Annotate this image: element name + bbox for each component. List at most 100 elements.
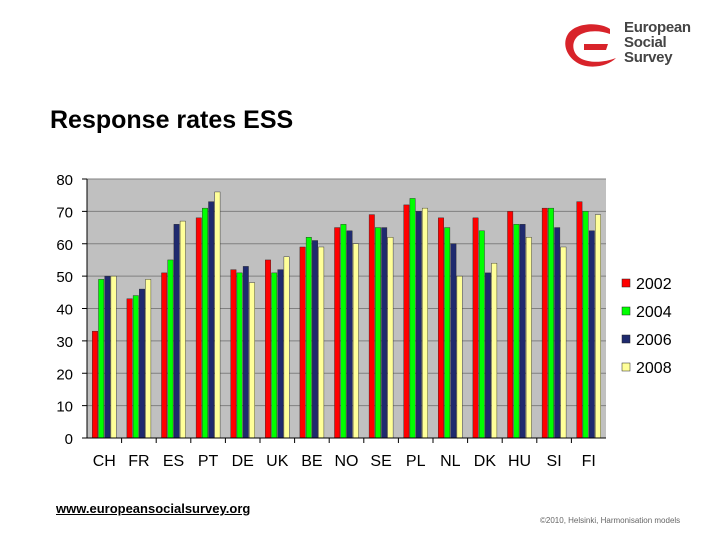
bar	[104, 275, 111, 439]
x-tick-label: FR	[128, 453, 149, 470]
footer-note: ©2010, Helsinki, Harmonisation models	[540, 516, 681, 525]
bar	[381, 227, 388, 439]
ess-logo-mark-icon	[565, 24, 616, 67]
bar	[438, 217, 444, 439]
bar	[525, 237, 532, 439]
x-tick-label: PL	[406, 453, 426, 470]
bar	[582, 211, 589, 439]
bar	[588, 230, 595, 439]
bar	[265, 259, 271, 439]
bar	[195, 217, 202, 439]
bar	[299, 246, 306, 439]
website-link[interactable]: www.europeansocialsurvey.org	[56, 501, 251, 516]
bar	[139, 288, 145, 439]
bar	[375, 227, 381, 439]
logo-line-2: Social	[624, 34, 667, 51]
legend-swatch	[621, 278, 631, 288]
logo-line-3: Survey	[624, 49, 673, 66]
x-tick-label: DE	[232, 453, 254, 470]
bar	[161, 272, 168, 439]
bar	[415, 211, 422, 439]
bar	[305, 237, 312, 439]
response-rates-chart: 0 10 20 30 40 50 60 70 80 CH FR ES PT DE UK BE NO SE PL NL D…	[56, 172, 672, 470]
bar	[478, 230, 485, 439]
x-tick-label: SE	[370, 453, 391, 470]
bar	[491, 262, 498, 439]
bar	[98, 279, 105, 439]
y-tick-label: 60	[56, 237, 73, 254]
bar	[450, 243, 457, 439]
bar	[554, 227, 561, 439]
y-tick-label: 20	[56, 366, 73, 383]
bar	[560, 246, 567, 439]
bar	[145, 279, 152, 439]
x-tick-label: FI	[582, 453, 596, 470]
bar	[126, 298, 133, 439]
bar	[368, 214, 375, 439]
x-tick-label: NL	[440, 453, 461, 470]
bar	[595, 214, 601, 439]
bar	[352, 243, 359, 439]
bar	[576, 201, 583, 439]
y-tick-label: 50	[56, 269, 73, 286]
bar	[208, 201, 215, 439]
y-tick-label: 0	[65, 431, 73, 448]
bar	[346, 230, 353, 439]
ess-logo-text: European Social Survey	[624, 20, 691, 65]
bar	[472, 217, 479, 439]
x-tick-label: UK	[266, 453, 289, 470]
bar	[334, 227, 341, 439]
bar	[132, 295, 139, 439]
bar	[318, 246, 325, 439]
x-tick-label: ES	[163, 453, 184, 470]
bar	[236, 272, 243, 439]
bar	[485, 272, 491, 439]
bar	[242, 266, 249, 439]
logo-line-1: European	[624, 19, 691, 36]
legend-swatch	[621, 306, 631, 316]
legend-label: 2008	[636, 360, 672, 377]
bar	[409, 198, 416, 439]
bar	[283, 256, 290, 439]
bar	[167, 259, 174, 439]
bar	[179, 220, 186, 439]
x-tick-label: NO	[335, 453, 359, 470]
page-title: Response rates ESS	[50, 106, 294, 134]
bar	[271, 272, 278, 439]
bar	[214, 191, 221, 439]
x-tick-label: HU	[508, 453, 531, 470]
ess-logo: European Social Survey	[562, 16, 712, 72]
x-tick-label: CH	[93, 453, 116, 470]
bar	[403, 204, 410, 439]
bar	[173, 224, 180, 439]
bar	[541, 207, 548, 439]
bar	[519, 224, 526, 439]
y-tick-label: 40	[56, 302, 73, 319]
x-tick-label: PT	[198, 453, 219, 470]
bar	[277, 269, 284, 439]
legend-label: 2002	[636, 276, 672, 293]
y-tick-label: 30	[56, 334, 73, 351]
bar	[422, 207, 428, 439]
bar	[513, 224, 520, 439]
bar	[312, 240, 318, 439]
x-tick-label: SI	[547, 453, 562, 470]
bar	[456, 275, 463, 439]
legend-label: 2004	[636, 304, 672, 321]
y-tick-label: 10	[56, 399, 73, 416]
legend-label: 2006	[636, 332, 672, 349]
bar	[340, 224, 347, 439]
bar	[387, 237, 394, 439]
bar	[110, 275, 117, 439]
bar	[202, 207, 208, 439]
x-tick-label: DK	[474, 453, 497, 470]
bar	[230, 269, 237, 439]
bar	[249, 282, 255, 439]
bar	[548, 207, 554, 439]
y-tick-label: 70	[56, 204, 73, 221]
x-tick-label: BE	[301, 453, 322, 470]
legend-swatch	[621, 362, 631, 372]
legend-swatch	[621, 334, 631, 344]
bar	[507, 211, 514, 439]
y-tick-label: 80	[56, 172, 73, 189]
